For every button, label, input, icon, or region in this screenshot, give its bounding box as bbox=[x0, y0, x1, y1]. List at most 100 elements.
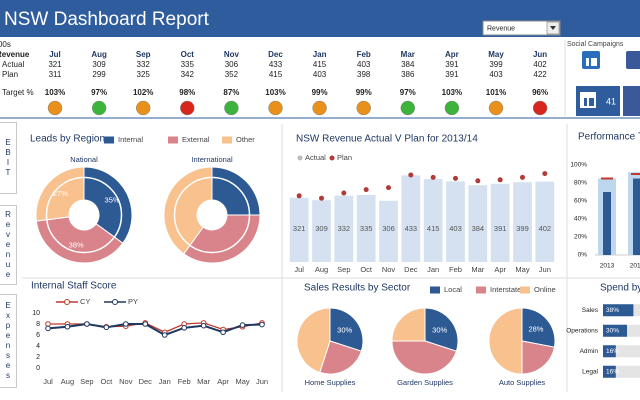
bar-label: 403 bbox=[449, 224, 462, 233]
tab-expenses[interactable]: Expenses bbox=[0, 294, 17, 388]
cell: 433 bbox=[269, 60, 283, 69]
y-tick-label: Operations bbox=[566, 327, 599, 334]
row-group-label: Revenue bbox=[0, 50, 30, 59]
x-tick-label: May bbox=[515, 265, 529, 274]
y-tick-label: Sales bbox=[582, 307, 599, 314]
chart-title: NSW Revenue Actual V Plan for 2013/14 bbox=[296, 134, 478, 145]
pie-name: International bbox=[191, 155, 233, 164]
slice bbox=[35, 216, 124, 264]
tab-revenue[interactable]: Revenue bbox=[0, 205, 17, 285]
target-cell: 87% bbox=[223, 88, 239, 97]
pie-name: Garden Supplies bbox=[397, 378, 453, 387]
month-header: Aug bbox=[91, 50, 107, 59]
target-marker bbox=[631, 173, 640, 175]
legend-label: Plan bbox=[337, 153, 352, 162]
cell: 299 bbox=[92, 70, 106, 79]
dropdown[interactable] bbox=[482, 20, 561, 36]
y-tick-label: 100% bbox=[570, 162, 587, 169]
cell: 321 bbox=[48, 60, 62, 69]
slice bbox=[424, 307, 459, 352]
bar bbox=[379, 200, 398, 262]
target-cell: 97% bbox=[91, 88, 107, 97]
row-label: Target % bbox=[2, 88, 34, 97]
legend-label: External bbox=[182, 135, 210, 144]
slice bbox=[521, 340, 556, 375]
x-tick-label: Jun bbox=[539, 265, 551, 274]
bar-label: 321 bbox=[293, 224, 306, 233]
series-marker bbox=[45, 325, 51, 332]
y-tick-label: 8 bbox=[36, 321, 40, 328]
x-tick-label: Jan bbox=[427, 265, 439, 274]
status-indicator bbox=[400, 100, 416, 116]
slice-label: 28% bbox=[528, 324, 543, 333]
x-tick-label: May bbox=[235, 377, 249, 386]
ring-separator bbox=[173, 176, 251, 254]
series-marker bbox=[259, 321, 265, 328]
series-line bbox=[47, 322, 263, 337]
month-header: Mar bbox=[401, 50, 415, 59]
plan-marker bbox=[542, 171, 548, 177]
slice bbox=[163, 166, 213, 255]
plan-marker bbox=[475, 178, 481, 184]
cell: 306 bbox=[225, 60, 239, 69]
cell: 403 bbox=[357, 60, 371, 69]
month-header: Dec bbox=[268, 50, 283, 59]
x-tick-label: Sep bbox=[80, 377, 93, 386]
bar-label: 309 bbox=[315, 224, 328, 233]
status-indicator bbox=[488, 100, 504, 116]
x-tick-label: Dec bbox=[404, 265, 418, 274]
bar-label: 16% bbox=[606, 368, 619, 375]
month-header: Jul bbox=[49, 50, 61, 59]
legend-label: Local bbox=[444, 285, 462, 294]
cell: 332 bbox=[137, 60, 151, 69]
bar-actual bbox=[603, 192, 611, 255]
x-tick-label: Mar bbox=[197, 377, 210, 386]
pie-name: Auto Supplies bbox=[499, 378, 546, 387]
x-tick-label: Oct bbox=[101, 377, 114, 386]
x-tick-label: Apr bbox=[494, 265, 506, 274]
slice bbox=[296, 307, 331, 374]
slice bbox=[391, 307, 426, 342]
icon-glyph bbox=[589, 98, 594, 106]
chart-title: Sales Results by Sector bbox=[304, 283, 411, 294]
cell: 399 bbox=[489, 60, 503, 69]
tab-ebit[interactable]: EBIT bbox=[0, 122, 17, 194]
legend-swatch bbox=[430, 286, 440, 294]
x-tick-label: Nov bbox=[119, 377, 133, 386]
target-cell: 99% bbox=[356, 88, 372, 97]
plan-marker bbox=[430, 174, 436, 180]
icon-glyph bbox=[586, 58, 589, 66]
bar bbox=[334, 195, 354, 262]
legend-swatch bbox=[476, 286, 486, 294]
slice bbox=[319, 340, 363, 375]
bar-label: 306 bbox=[382, 224, 395, 233]
series-marker bbox=[181, 325, 187, 331]
slice bbox=[329, 307, 364, 352]
social-title: Social Campaigns bbox=[567, 41, 624, 48]
x-tick-label: Jan bbox=[159, 377, 171, 386]
ring-separator bbox=[45, 176, 123, 254]
x-tick-label: Oct bbox=[360, 265, 373, 274]
x-tick-label: 2013 bbox=[600, 263, 615, 270]
y-tick-label: Legal bbox=[582, 368, 598, 375]
facebook-tile[interactable] bbox=[623, 86, 640, 116]
x-tick-label: Jul bbox=[43, 377, 53, 386]
slice-label: 30% bbox=[432, 325, 447, 334]
bar-label: 391 bbox=[494, 224, 507, 233]
cell: 311 bbox=[49, 70, 62, 79]
facebook-icon[interactable] bbox=[626, 51, 640, 69]
dropdown-value: Revenue bbox=[487, 25, 515, 32]
target-cell: 96% bbox=[532, 88, 548, 97]
month-header: May bbox=[488, 50, 504, 59]
target-cell: 103% bbox=[442, 88, 462, 97]
target-cell: 102% bbox=[133, 88, 153, 97]
page-title: NSW Dashboard Report bbox=[4, 9, 210, 30]
cell: 403 bbox=[313, 70, 327, 79]
x-tick-label: Apr bbox=[217, 377, 229, 386]
legend-swatch bbox=[222, 136, 232, 144]
plan-marker bbox=[319, 195, 324, 201]
bar bbox=[289, 197, 309, 262]
status-indicator bbox=[444, 100, 460, 116]
month-header: Jun bbox=[533, 50, 547, 59]
